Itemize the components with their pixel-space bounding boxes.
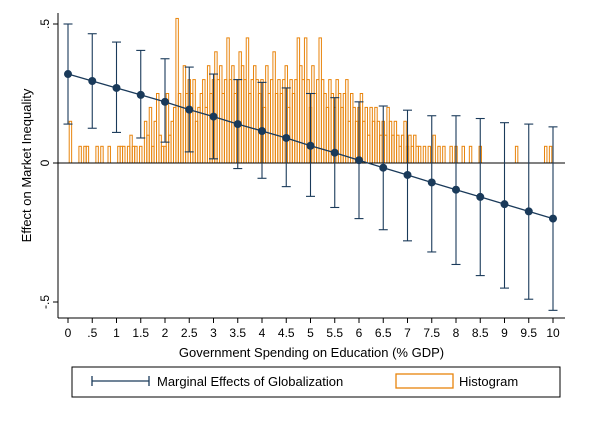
- legend: Marginal Effects of Globalization Histog…: [71, 366, 561, 398]
- legend-label-histogram: Histogram: [459, 374, 518, 389]
- marginal-effect-point: [549, 214, 557, 223]
- marginal-effect-point: [282, 133, 291, 142]
- marginal-effect-point: [64, 70, 72, 79]
- x-tick-label: 8.5: [472, 326, 489, 340]
- x-tick-label: 2.5: [181, 326, 198, 340]
- histogram-bar: [139, 145, 143, 164]
- marginal-effect-point: [355, 156, 363, 165]
- marginal-effect-point: [136, 90, 145, 99]
- marginal-effect-point: [258, 127, 266, 136]
- histogram-bar: [432, 134, 436, 164]
- x-tick-label: 10: [546, 326, 560, 340]
- x-axis-title: Government Spending on Education (% GDP): [179, 345, 444, 360]
- x-tick-label: 0: [65, 326, 72, 340]
- x-tick-label: 7: [404, 326, 411, 340]
- marginal-effect-point: [403, 170, 412, 179]
- marginal-effect-point: [476, 192, 485, 201]
- histogram-bar: [78, 145, 82, 164]
- histogram-bar: [134, 145, 138, 164]
- y-tick-label: 0: [38, 159, 52, 166]
- histogram-bar: [548, 145, 553, 164]
- histogram-bar: [468, 145, 473, 164]
- x-tick-label: 8: [453, 326, 460, 340]
- marginal-effect-point: [209, 112, 218, 121]
- marginal-effect-point: [161, 97, 169, 106]
- marginal-effect-point: [330, 148, 339, 157]
- y-axis-title: Effect on Market Inequality: [19, 88, 34, 242]
- histogram-bar: [100, 145, 104, 164]
- error-bar-layer: [63, 23, 558, 311]
- axes: [57, 13, 565, 319]
- marginal-effect-point: [452, 185, 460, 194]
- x-tick-label: .5: [87, 326, 97, 340]
- x-tick-label: 5.5: [326, 326, 343, 340]
- x-tick-label: 1.5: [132, 326, 149, 340]
- x-tick-label: 9.5: [520, 326, 537, 340]
- marginal-effect-point: [112, 83, 121, 92]
- x-axis-ticks: 0 .5 1 1.5 2 2.5 3 3.5 4 4.5 5 5.5 6 6.5 7 7.5 8 8.5 9 9.5 1…: [65, 318, 560, 340]
- y-tick-label: .5: [38, 19, 52, 29]
- marginal-effect-point: [524, 207, 533, 216]
- legend-label-marginal-effects: Marginal Effects of Globalization: [157, 374, 343, 389]
- x-tick-label: 6.5: [375, 326, 392, 340]
- marginal-effects-points: [64, 70, 557, 223]
- y-axis-ticks: .5 0 -.5: [38, 19, 58, 309]
- marginal-effect-point: [500, 200, 509, 209]
- x-tick-label: 4.5: [278, 326, 295, 340]
- legend-box: [71, 366, 561, 398]
- marginal-effect-point: [306, 141, 315, 150]
- x-tick-label: 7.5: [423, 326, 440, 340]
- x-tick-label: 3: [210, 326, 217, 340]
- histogram-bar: [544, 145, 548, 164]
- x-tick-label: 5: [307, 326, 314, 340]
- histogram-bar: [95, 145, 99, 164]
- marginal-effect-point: [233, 120, 242, 129]
- legend-key-histogram: [395, 373, 454, 389]
- histogram-bar: [107, 145, 111, 164]
- marginal-effect-point: [427, 178, 436, 187]
- histogram-bar: [514, 145, 519, 164]
- x-tick-label: 6: [356, 326, 363, 340]
- x-tick-label: 1: [113, 326, 120, 340]
- marginal-effect-point: [379, 163, 388, 172]
- marginal-effect-point: [185, 105, 194, 114]
- histogram-bar: [427, 145, 432, 164]
- histogram-bar: [461, 145, 465, 164]
- histogram-bar: [437, 145, 441, 164]
- x-tick-label: 4: [259, 326, 266, 340]
- marginal-effect-point: [88, 76, 97, 85]
- y-tick-label: -.5: [38, 295, 52, 309]
- histogram-bar: [449, 145, 453, 164]
- histogram-bar: [417, 145, 422, 164]
- histogram-bar: [422, 145, 427, 164]
- legend-key-marginal-effects: [91, 376, 150, 386]
- histogram-bar: [122, 145, 126, 164]
- x-tick-label: 3.5: [229, 326, 246, 340]
- histogram-bar: [442, 145, 446, 164]
- histogram-bar: [85, 145, 90, 164]
- histogram-bar: [68, 120, 73, 164]
- x-tick-label: 2: [162, 326, 169, 340]
- x-tick-label: 9: [501, 326, 508, 340]
